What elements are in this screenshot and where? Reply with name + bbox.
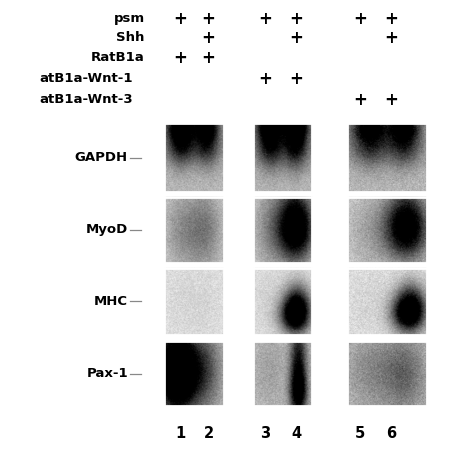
Text: 6: 6 [386, 426, 396, 441]
Text: +: + [258, 10, 273, 28]
Text: 5: 5 [355, 426, 365, 441]
Text: 3: 3 [260, 426, 271, 441]
Text: MHC: MHC [94, 295, 128, 308]
Text: +: + [289, 29, 303, 47]
Text: +: + [289, 10, 303, 28]
Text: 2: 2 [203, 426, 214, 441]
Text: atB1a-Wnt-3: atB1a-Wnt-3 [39, 93, 133, 106]
Text: +: + [384, 10, 398, 28]
Text: +: + [173, 10, 187, 28]
Text: +: + [201, 10, 216, 28]
Text: 1: 1 [175, 426, 185, 441]
Text: Shh: Shh [116, 31, 145, 45]
Text: psm: psm [113, 12, 145, 26]
Text: +: + [258, 70, 273, 88]
Text: MyoD: MyoD [86, 223, 128, 237]
Text: +: + [353, 10, 367, 28]
Text: +: + [384, 29, 398, 47]
Text: +: + [201, 49, 216, 67]
Text: Pax-1: Pax-1 [86, 367, 128, 380]
Text: RatB1a: RatB1a [91, 51, 145, 64]
Text: atB1a-Wnt-1: atB1a-Wnt-1 [39, 72, 133, 85]
Text: GAPDH: GAPDH [75, 151, 128, 164]
Text: +: + [353, 91, 367, 109]
Text: +: + [201, 29, 216, 47]
Text: 4: 4 [291, 426, 301, 441]
Text: +: + [173, 49, 187, 67]
Text: +: + [289, 70, 303, 88]
Text: +: + [384, 91, 398, 109]
